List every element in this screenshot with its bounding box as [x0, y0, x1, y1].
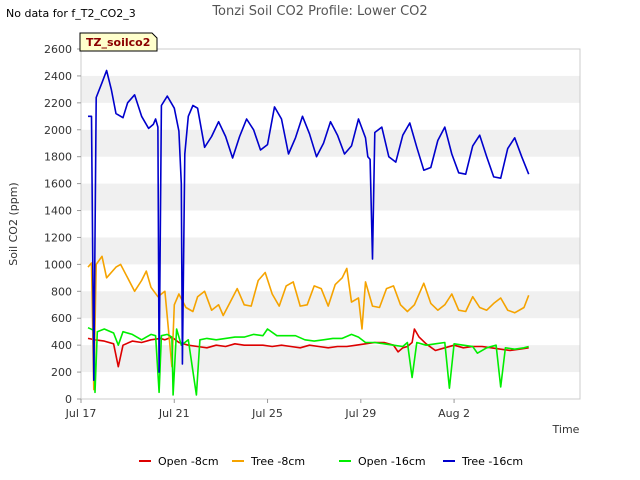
x-axis-ticks: Jul 17 Jul 21 Jul 25 Jul 29 Aug 2	[65, 399, 470, 420]
y-tick-label: 800	[51, 285, 72, 298]
dataset-tag-box	[79, 32, 158, 52]
plot-frame	[80, 48, 581, 400]
series-layer	[87, 69, 530, 396]
x-tick-label: Jul 17	[65, 407, 97, 420]
y-tick-label: 2600	[44, 43, 72, 56]
grid-band	[81, 291, 580, 319]
x-tick-label: Jul 29	[344, 407, 376, 420]
y-tick-label: 2000	[44, 124, 72, 137]
x-axis-title: Time	[552, 423, 580, 436]
y-tick-label: 400	[51, 339, 72, 352]
legend-label: Open -16cm	[358, 455, 426, 468]
y-tick-label: 1800	[44, 151, 72, 164]
x-tick-label: Jul 25	[251, 407, 283, 420]
y-tick-label: 600	[51, 312, 72, 325]
y-tick-label: 1400	[44, 205, 72, 218]
legend-label: Open -8cm	[158, 455, 219, 468]
dataset-tag: TZ_soilco2	[79, 32, 158, 52]
y-tick-label: 2200	[44, 97, 72, 110]
y-tick-label: 1000	[44, 258, 72, 271]
legend: Open -8cm Tree -8cm Open -16cm Tree -16cm	[139, 455, 523, 468]
plot-area	[81, 49, 580, 399]
series-line-tree-16cm	[88, 69, 530, 381]
y-tick-label: 1200	[44, 231, 72, 244]
grid-band	[81, 237, 580, 265]
y-tick-label: 200	[51, 366, 72, 379]
y-axis-ticks: 0 200 400 600 800 1000 1200 1400 1600 1800 2000 220…	[44, 43, 81, 406]
grid-band	[81, 75, 580, 103]
series-line-open-16cm	[87, 326, 529, 396]
no-data-note: No data for f_T2_CO2_3	[6, 7, 136, 20]
series-line-tree-8cm	[87, 255, 530, 391]
chart-title: Tonzi Soil CO2 Profile: Lower CO2	[211, 4, 427, 19]
y-tick-label: 1600	[44, 178, 72, 191]
x-tick-label: Jul 21	[158, 407, 190, 420]
dataset-tag-label: TZ_soilco2	[86, 36, 150, 49]
grid-band	[81, 183, 580, 211]
y-axis-title: Soil CO2 (ppm)	[7, 182, 20, 265]
y-tick-label: 2400	[44, 70, 72, 83]
legend-label: Tree -8cm	[250, 455, 305, 468]
grid-band	[81, 129, 580, 157]
x-tick-label: Aug 2	[438, 407, 470, 420]
y-tick-label: 0	[65, 393, 72, 406]
legend-label: Tree -16cm	[461, 455, 523, 468]
plot-background	[81, 49, 580, 399]
